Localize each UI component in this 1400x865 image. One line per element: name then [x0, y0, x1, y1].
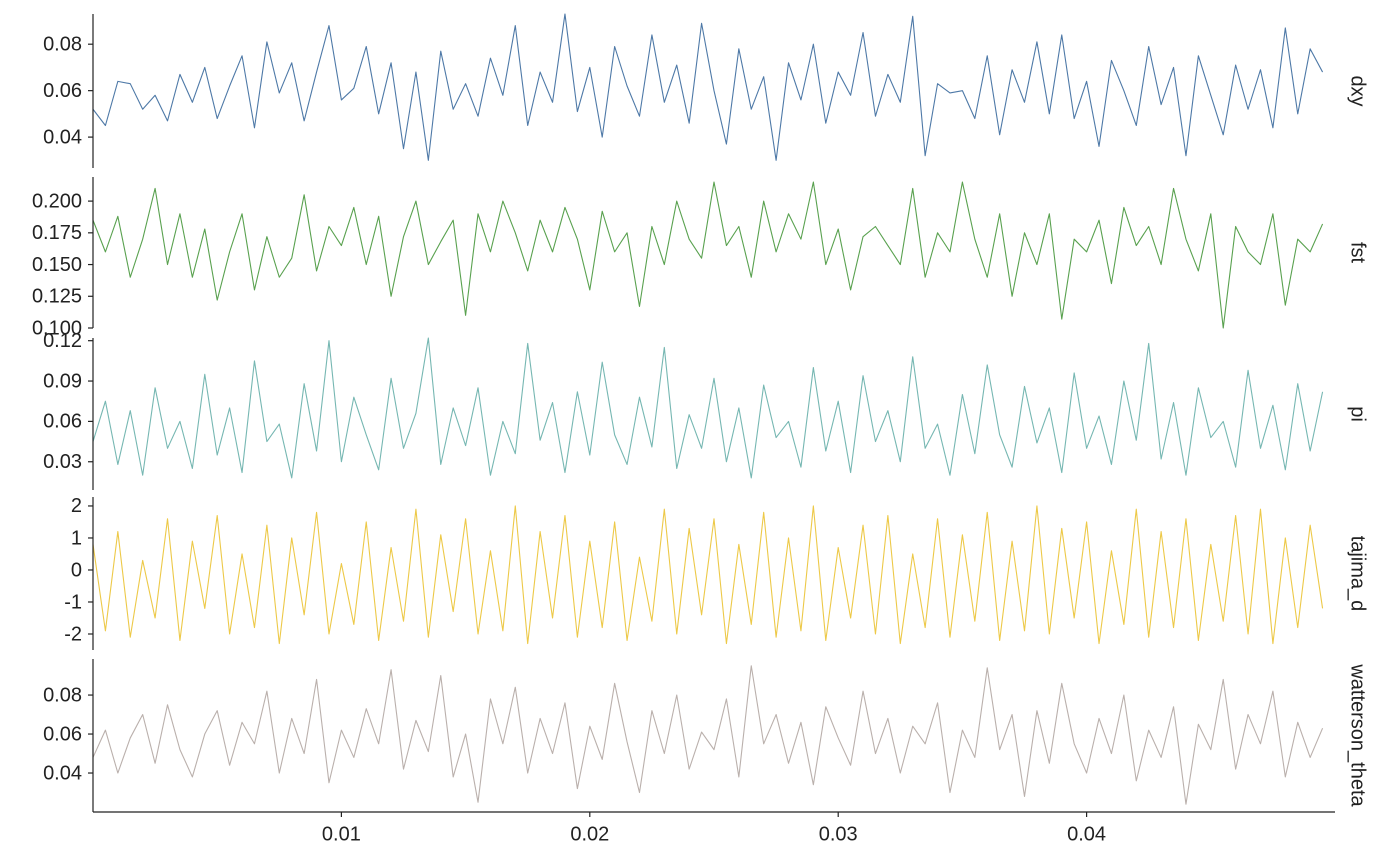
y-tick-label: 0.175 [32, 222, 82, 244]
y-tick-label: -2 [64, 623, 82, 645]
x-tick-label: 0.04 [1067, 823, 1106, 845]
y-tick-label: 0.04 [43, 762, 82, 784]
y-tick-label: 0.08 [43, 684, 82, 706]
panel-label: watterson_theta [1347, 663, 1369, 807]
panel-label-group: tajima_d [1347, 536, 1369, 612]
y-tick-label: 0.03 [43, 451, 82, 473]
x-tick-label: 0.02 [570, 823, 609, 845]
panel-label: fst [1347, 242, 1369, 264]
panel-label-group: pi [1347, 406, 1369, 422]
y-tick-label: 0.125 [32, 286, 82, 308]
x-tick-label: 0.01 [322, 823, 361, 845]
panel-label-group: dxy [1347, 75, 1369, 106]
y-tick-label: 0.06 [43, 723, 82, 745]
series-line [92, 337, 1324, 479]
y-tick-label: 2 [71, 495, 82, 517]
y-tick-label: 0 [71, 559, 82, 581]
y-tick-label: 0.200 [32, 190, 82, 212]
panel-label: dxy [1347, 75, 1369, 106]
series-line [92, 13, 1324, 161]
panel-label: tajima_d [1347, 536, 1369, 612]
series-line [92, 665, 1324, 805]
series-line [92, 181, 1324, 329]
y-tick-label: 1 [71, 527, 82, 549]
y-tick-label: -1 [64, 591, 82, 613]
y-tick-label: 0.06 [43, 411, 82, 433]
y-tick-label: 0.100 [32, 317, 82, 339]
series-line [92, 505, 1324, 645]
panel-label-group: watterson_theta [1347, 663, 1369, 807]
y-tick-label: 0.12 [43, 330, 82, 352]
y-tick-label: 0.09 [43, 370, 82, 392]
y-tick-label: 0.150 [32, 254, 82, 276]
panel-label: pi [1347, 406, 1369, 422]
y-tick-label: 0.04 [43, 126, 82, 148]
y-tick-label: 0.06 [43, 80, 82, 102]
panel-label-group: fst [1347, 242, 1369, 264]
x-tick-label: 0.03 [819, 823, 858, 845]
y-tick-label: 0.08 [43, 33, 82, 55]
